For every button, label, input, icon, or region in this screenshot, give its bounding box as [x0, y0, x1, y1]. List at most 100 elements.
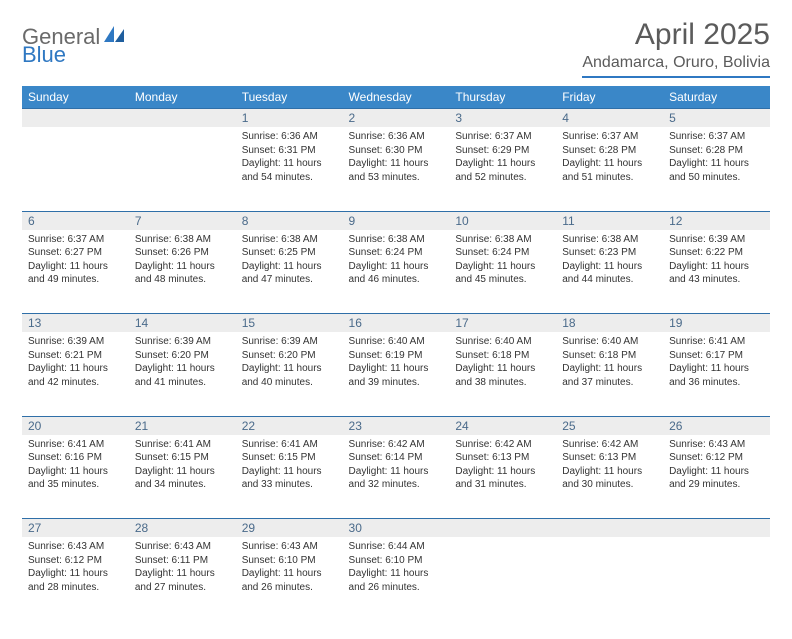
day-number: 15	[236, 314, 343, 332]
daynum-cell: 17	[449, 314, 556, 333]
day-content: Sunrise: 6:37 AMSunset: 6:29 PMDaylight:…	[449, 127, 556, 190]
week-row: Sunrise: 6:41 AMSunset: 6:16 PMDaylight:…	[22, 435, 770, 519]
daynum-cell: 8	[236, 211, 343, 230]
day-cell: Sunrise: 6:43 AMSunset: 6:12 PMDaylight:…	[663, 435, 770, 519]
day-cell: Sunrise: 6:40 AMSunset: 6:18 PMDaylight:…	[449, 332, 556, 416]
weekday-header: Wednesday	[343, 86, 450, 109]
day-cell: Sunrise: 6:38 AMSunset: 6:23 PMDaylight:…	[556, 230, 663, 314]
month-title: April 2025	[582, 18, 770, 52]
week-row: Sunrise: 6:43 AMSunset: 6:12 PMDaylight:…	[22, 537, 770, 621]
day-content: Sunrise: 6:38 AMSunset: 6:23 PMDaylight:…	[556, 230, 663, 293]
weekday-header: Tuesday	[236, 86, 343, 109]
daynum-cell	[556, 519, 663, 538]
day-content: Sunrise: 6:42 AMSunset: 6:13 PMDaylight:…	[449, 435, 556, 498]
day-number: 29	[236, 519, 343, 537]
day-content: Sunrise: 6:41 AMSunset: 6:15 PMDaylight:…	[129, 435, 236, 498]
day-cell	[22, 127, 129, 211]
daynum-cell: 23	[343, 416, 450, 435]
daynum-row: 20212223242526	[22, 416, 770, 435]
day-number: 17	[449, 314, 556, 332]
day-number: 4	[556, 109, 663, 127]
day-cell: Sunrise: 6:37 AMSunset: 6:28 PMDaylight:…	[556, 127, 663, 211]
day-number: 16	[343, 314, 450, 332]
daynum-cell: 24	[449, 416, 556, 435]
day-cell: Sunrise: 6:39 AMSunset: 6:22 PMDaylight:…	[663, 230, 770, 314]
day-cell: Sunrise: 6:41 AMSunset: 6:15 PMDaylight:…	[236, 435, 343, 519]
daynum-cell: 11	[556, 211, 663, 230]
day-number: 2	[343, 109, 450, 127]
daynum-cell	[663, 519, 770, 538]
week-row: Sunrise: 6:39 AMSunset: 6:21 PMDaylight:…	[22, 332, 770, 416]
daynum-cell	[449, 519, 556, 538]
daynum-cell: 15	[236, 314, 343, 333]
day-number: 24	[449, 417, 556, 435]
day-cell: Sunrise: 6:41 AMSunset: 6:15 PMDaylight:…	[129, 435, 236, 519]
day-number: 22	[236, 417, 343, 435]
day-content: Sunrise: 6:40 AMSunset: 6:18 PMDaylight:…	[556, 332, 663, 395]
day-cell: Sunrise: 6:36 AMSunset: 6:30 PMDaylight:…	[343, 127, 450, 211]
day-number: 19	[663, 314, 770, 332]
daynum-cell: 30	[343, 519, 450, 538]
day-cell: Sunrise: 6:39 AMSunset: 6:20 PMDaylight:…	[129, 332, 236, 416]
day-content: Sunrise: 6:44 AMSunset: 6:10 PMDaylight:…	[343, 537, 450, 600]
day-number: 5	[663, 109, 770, 127]
day-cell: Sunrise: 6:37 AMSunset: 6:27 PMDaylight:…	[22, 230, 129, 314]
day-content: Sunrise: 6:40 AMSunset: 6:19 PMDaylight:…	[343, 332, 450, 395]
logo-sail-icon	[104, 26, 126, 49]
day-cell: Sunrise: 6:41 AMSunset: 6:16 PMDaylight:…	[22, 435, 129, 519]
day-content: Sunrise: 6:36 AMSunset: 6:31 PMDaylight:…	[236, 127, 343, 190]
day-cell: Sunrise: 6:38 AMSunset: 6:24 PMDaylight:…	[449, 230, 556, 314]
daynum-cell: 16	[343, 314, 450, 333]
day-cell: Sunrise: 6:42 AMSunset: 6:14 PMDaylight:…	[343, 435, 450, 519]
day-cell: Sunrise: 6:43 AMSunset: 6:10 PMDaylight:…	[236, 537, 343, 621]
day-number: 13	[22, 314, 129, 332]
day-cell: Sunrise: 6:40 AMSunset: 6:19 PMDaylight:…	[343, 332, 450, 416]
day-cell: Sunrise: 6:39 AMSunset: 6:20 PMDaylight:…	[236, 332, 343, 416]
daynum-cell: 21	[129, 416, 236, 435]
day-content: Sunrise: 6:41 AMSunset: 6:16 PMDaylight:…	[22, 435, 129, 498]
day-content: Sunrise: 6:41 AMSunset: 6:17 PMDaylight:…	[663, 332, 770, 395]
daynum-cell: 26	[663, 416, 770, 435]
day-content: Sunrise: 6:40 AMSunset: 6:18 PMDaylight:…	[449, 332, 556, 395]
daynum-cell: 28	[129, 519, 236, 538]
day-number: 26	[663, 417, 770, 435]
day-number: 7	[129, 212, 236, 230]
daynum-cell: 18	[556, 314, 663, 333]
day-number: 21	[129, 417, 236, 435]
daynum-cell: 3	[449, 109, 556, 128]
title-block: April 2025 Andamarca, Oruro, Bolivia	[582, 18, 770, 78]
daynum-cell	[22, 109, 129, 128]
day-content: Sunrise: 6:42 AMSunset: 6:14 PMDaylight:…	[343, 435, 450, 498]
day-cell	[129, 127, 236, 211]
day-content: Sunrise: 6:37 AMSunset: 6:27 PMDaylight:…	[22, 230, 129, 293]
daynum-cell: 7	[129, 211, 236, 230]
day-cell: Sunrise: 6:38 AMSunset: 6:24 PMDaylight:…	[343, 230, 450, 314]
day-cell: Sunrise: 6:37 AMSunset: 6:28 PMDaylight:…	[663, 127, 770, 211]
week-row: Sunrise: 6:36 AMSunset: 6:31 PMDaylight:…	[22, 127, 770, 211]
day-content: Sunrise: 6:38 AMSunset: 6:24 PMDaylight:…	[343, 230, 450, 293]
day-cell: Sunrise: 6:37 AMSunset: 6:29 PMDaylight:…	[449, 127, 556, 211]
week-row: Sunrise: 6:37 AMSunset: 6:27 PMDaylight:…	[22, 230, 770, 314]
day-content: Sunrise: 6:39 AMSunset: 6:22 PMDaylight:…	[663, 230, 770, 293]
day-number: 20	[22, 417, 129, 435]
day-number: 14	[129, 314, 236, 332]
day-number: 3	[449, 109, 556, 127]
daynum-cell: 19	[663, 314, 770, 333]
daynum-cell: 9	[343, 211, 450, 230]
logo-text-blue-wrap: Blue	[22, 42, 66, 68]
day-content: Sunrise: 6:37 AMSunset: 6:28 PMDaylight:…	[663, 127, 770, 190]
daynum-cell: 12	[663, 211, 770, 230]
weekday-header: Saturday	[663, 86, 770, 109]
day-cell: Sunrise: 6:39 AMSunset: 6:21 PMDaylight:…	[22, 332, 129, 416]
day-content: Sunrise: 6:42 AMSunset: 6:13 PMDaylight:…	[556, 435, 663, 498]
weekday-header: Sunday	[22, 86, 129, 109]
day-cell: Sunrise: 6:42 AMSunset: 6:13 PMDaylight:…	[556, 435, 663, 519]
day-content: Sunrise: 6:37 AMSunset: 6:28 PMDaylight:…	[556, 127, 663, 190]
daynum-cell: 14	[129, 314, 236, 333]
day-content: Sunrise: 6:36 AMSunset: 6:30 PMDaylight:…	[343, 127, 450, 190]
logo-text-blue: Blue	[22, 42, 66, 67]
weekday-header: Thursday	[449, 86, 556, 109]
day-number: 25	[556, 417, 663, 435]
day-number: 8	[236, 212, 343, 230]
daynum-cell: 10	[449, 211, 556, 230]
